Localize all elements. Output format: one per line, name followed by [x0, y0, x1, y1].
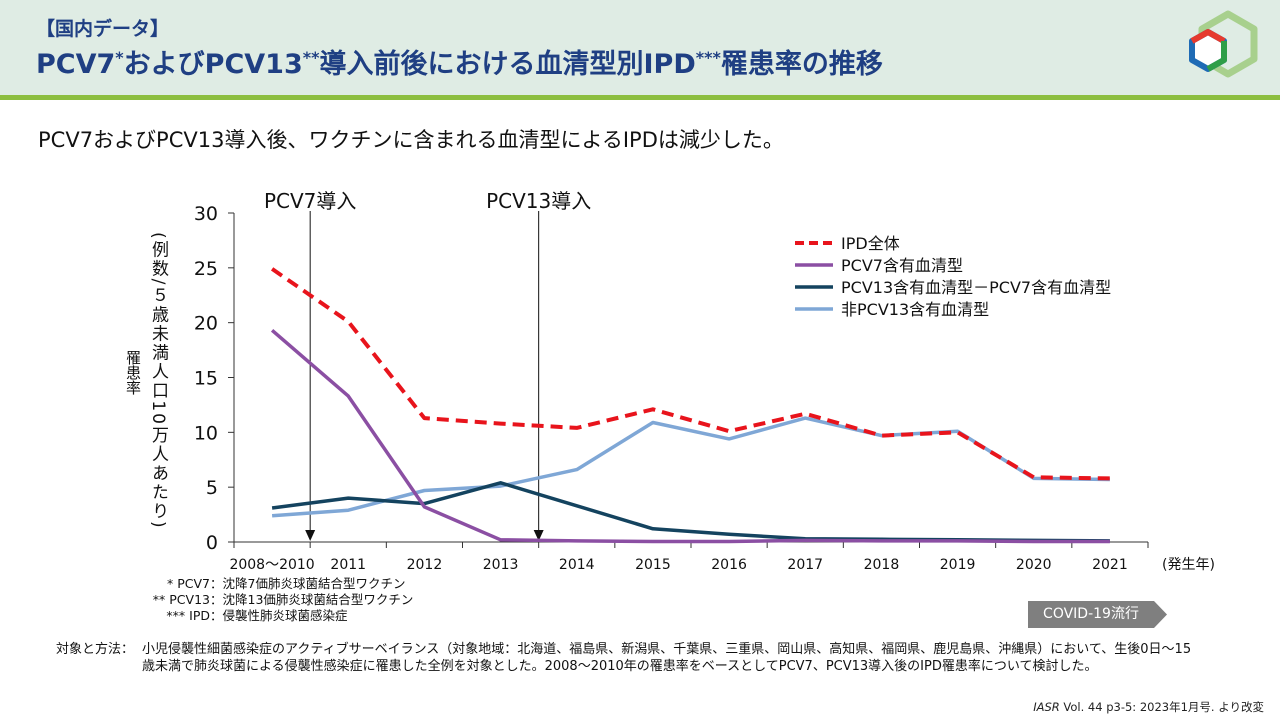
- title-footnote-mark: ***: [695, 48, 721, 67]
- footnote-text: ：沈降7価肺炎球菌結合型ワクチン: [210, 576, 406, 591]
- legend-label: 非PCV13含有血清型: [841, 300, 989, 319]
- y-tick-label: 15: [194, 368, 218, 390]
- header-band: [0, 0, 1280, 95]
- y-tick-label: 25: [194, 258, 218, 280]
- x-tick-label: 2019: [940, 557, 976, 573]
- y-axis-label: (例数/５歳未満人口10万人あたり) 罹患率: [118, 232, 178, 532]
- annotation-arrowhead: [533, 530, 544, 541]
- y-tick-label: 10: [194, 422, 218, 444]
- x-tick-label: 2016: [711, 557, 747, 573]
- series-line-1: [270, 328, 1110, 544]
- x-tick-label: 2013: [483, 557, 519, 573]
- title-footnote-mark: *: [115, 48, 124, 67]
- source-citation: IASR Vol. 44 p3-5: 2023年1月号. より改変: [1033, 699, 1264, 715]
- title-part: およびPCV13: [123, 49, 303, 80]
- chart-subtitle: PCV7およびPCV13導入後、ワクチンに含まれる血清型によるIPDは減少した。: [38, 128, 784, 152]
- y-tick-label: 5: [206, 477, 218, 499]
- x-tick-label: 2014: [559, 557, 595, 573]
- x-tick-label: 2008～2010: [229, 557, 314, 573]
- logo-icon: [1189, 10, 1258, 78]
- annotation-label: PCV7導入: [264, 189, 356, 213]
- y-axis-label-title: 罹患率: [124, 350, 142, 395]
- footnote-text: ：侵襲性肺炎球菌感染症: [210, 608, 348, 623]
- x-tick-label: 2015: [635, 557, 671, 573]
- annotation-arrowhead: [305, 530, 316, 541]
- header-tag: 【国内データ】: [36, 18, 170, 40]
- header-accent-bar: [0, 95, 1280, 100]
- method-key: 対象と方法：: [56, 642, 135, 657]
- x-tick-label: 2012: [407, 557, 443, 573]
- source-journal: IASR: [1033, 700, 1060, 714]
- footnote-text: ：沈降13価肺炎球菌結合型ワクチン: [210, 592, 414, 607]
- x-tick-label: 2018: [864, 557, 900, 573]
- x-tick-label: 2011: [330, 557, 366, 573]
- footnote-key: *** IPD: [166, 608, 210, 623]
- footnote-row: * PCV7：沈降7価肺炎球菌結合型ワクチン: [122, 576, 413, 592]
- x-tick-label: 2017: [787, 557, 823, 573]
- covid-label: COVID-19流行: [1043, 606, 1139, 622]
- title-part: PCV7: [36, 49, 116, 80]
- y-tick-label: 30: [194, 203, 218, 225]
- y-axis-label-units: (例数/５歳未満人口10万人あたり): [148, 232, 168, 530]
- source-rest: Vol. 44 p3-5: 2023年1月号. より改変: [1059, 700, 1264, 714]
- footnotes: * PCV7：沈降7価肺炎球菌結合型ワクチン ** PCV13：沈降13価肺炎球…: [122, 576, 414, 624]
- footnote-row: *** IPD：侵襲性肺炎球菌感染症: [122, 608, 413, 624]
- footnote-row: ** PCV13：沈降13価肺炎球菌結合型ワクチン: [122, 592, 414, 608]
- y-tick-label: 20: [194, 313, 218, 335]
- page-title: PCV7*およびPCV13**導入前後における血清型別IPD***罹患率の推移: [36, 42, 883, 81]
- title-footnote-mark: **: [302, 48, 320, 67]
- x-tick-label: 2020: [1016, 557, 1052, 573]
- legend-label: IPD全体: [841, 234, 900, 253]
- y-tick-label: 0: [206, 532, 218, 554]
- series-line-3: [271, 416, 1110, 518]
- x-tick-label: 2021: [1092, 557, 1128, 573]
- footnote-key: ** PCV13: [152, 592, 210, 607]
- method-text: 小児侵襲性細菌感染症のアクティブサーベイランス（対象地域：北海道、福島県、新潟県…: [142, 642, 1192, 674]
- title-part: 導入前後における血清型別IPD: [319, 49, 696, 80]
- arrow-shape-icon: [1028, 601, 1167, 628]
- title-part: 罹患率の推移: [720, 49, 883, 80]
- series-line-2: [271, 481, 1110, 543]
- annotation-label: PCV13導入: [486, 189, 591, 213]
- legend-label: PCV13含有血清型－PCV7含有血清型: [841, 278, 1111, 297]
- covid-period-badge: COVID-19流行: [1028, 601, 1168, 628]
- line-chart: 0 5 10 15 20 25 30 2008～2010 2011 2012 2013 2014 201…: [194, 189, 1215, 573]
- x-axis-unit-label: (発生年): [1162, 557, 1215, 573]
- series-line-0: [270, 267, 1110, 481]
- footnote-key: * PCV7: [167, 576, 210, 591]
- legend-label: PCV7含有血清型: [841, 256, 963, 275]
